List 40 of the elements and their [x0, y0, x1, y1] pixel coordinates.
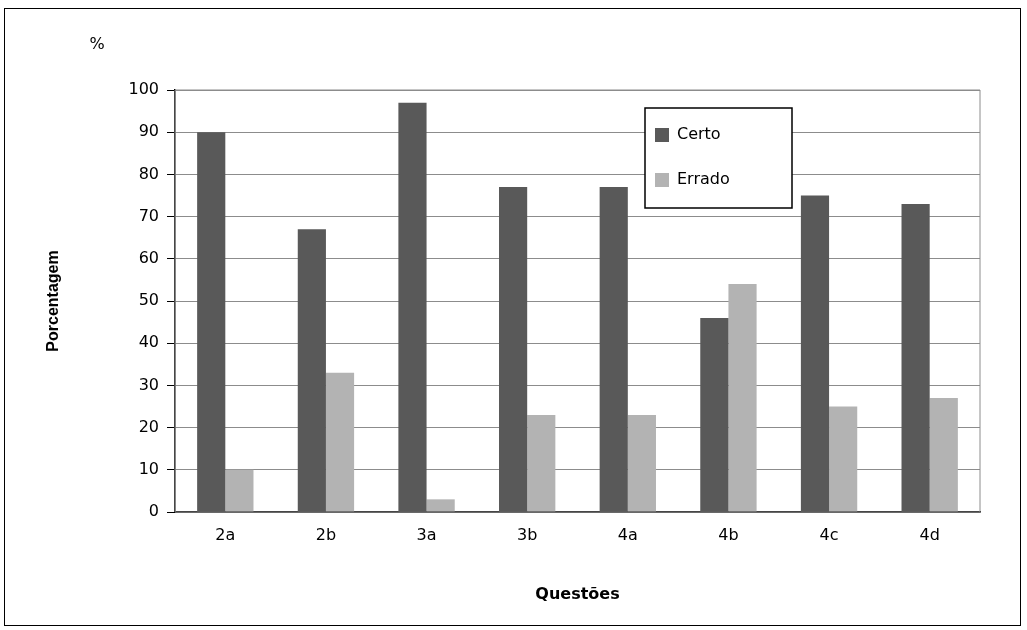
y-tick-label: 40	[138, 332, 159, 352]
y-tick-label: 90	[138, 121, 159, 141]
x-tick-label: 2b	[315, 524, 337, 544]
bar	[527, 414, 556, 512]
x-axis-title: Questões	[535, 583, 620, 603]
x-tick-label: 4c	[819, 524, 839, 544]
bar	[325, 372, 355, 512]
y-tick-label: 30	[138, 374, 159, 394]
y-tick-label: 50	[138, 290, 159, 310]
text: %	[89, 34, 105, 54]
x-tick-label: 4d	[919, 524, 940, 544]
x-tick-label: 4a	[617, 524, 638, 544]
bar	[800, 195, 830, 512]
bar	[197, 132, 226, 512]
bar	[700, 317, 729, 512]
bar	[426, 499, 455, 512]
bar	[599, 187, 628, 512]
bar	[398, 102, 427, 512]
y-tick-label: 80	[138, 163, 159, 183]
bar	[728, 284, 757, 512]
x-tick-label: 2a	[215, 524, 236, 544]
bar	[929, 398, 958, 512]
y-tick-label: 0	[148, 501, 159, 521]
bar	[829, 406, 858, 512]
bar	[627, 414, 656, 512]
bar	[297, 229, 326, 512]
legend-label: Errado	[677, 169, 730, 189]
y-tick-label: 20	[138, 416, 159, 436]
x-tick-label: 3b	[517, 524, 538, 544]
y-tick-label: 60	[138, 247, 159, 267]
y-axis-title: Porcentagem	[44, 250, 62, 352]
x-tick-label: 4b	[718, 524, 739, 544]
y-tick-label: 100	[128, 79, 159, 99]
legend-label: Certo	[677, 124, 721, 144]
bar	[901, 203, 930, 512]
bar	[499, 187, 528, 512]
bar	[225, 469, 254, 512]
x-tick-label: 3a	[416, 524, 437, 544]
y-tick-label: 10	[138, 458, 159, 478]
y-tick-label: 70	[138, 205, 159, 225]
